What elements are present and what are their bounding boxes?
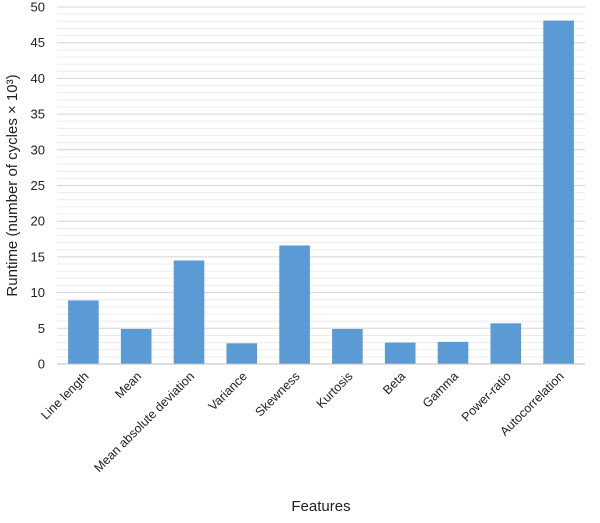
y-tick-labels: 0 5 10 15 20 25 30 35 40 45 50	[31, 0, 45, 372]
y-tick-label: 35	[31, 107, 45, 122]
x-axis-title: Features	[291, 498, 350, 515]
bar-kurtosis	[332, 329, 363, 364]
y-axis-title: Runtime (number of cycles × 10³)	[4, 74, 21, 296]
x-tick-label: Mean	[112, 369, 144, 401]
bar-mean	[120, 329, 152, 364]
x-tick-label: Gamma	[420, 369, 461, 410]
bar-power-ratio	[490, 323, 522, 364]
y-tick-label: 30	[31, 142, 45, 157]
x-tick-label: Skewness	[253, 369, 303, 419]
x-tick-label: Beta	[380, 369, 408, 397]
y-tick-label: 20	[31, 214, 45, 229]
x-tick-label: Mean absolute deviation	[91, 369, 197, 475]
bar-beta	[384, 342, 416, 364]
bar-autocorrelation	[543, 20, 574, 364]
bar-gamma	[437, 341, 469, 364]
bar-mean-absolute-deviation	[173, 260, 205, 364]
x-tick-label: Variance	[206, 369, 250, 413]
y-tick-label: 0	[38, 357, 45, 372]
x-tick-label: Power-ratio	[459, 369, 514, 424]
y-tick-label: 15	[31, 249, 45, 264]
y-tick-label: 50	[31, 0, 45, 15]
x-tick-label: Kurtosis	[314, 369, 356, 411]
y-tick-label: 10	[31, 285, 45, 300]
y-tick-label: 25	[31, 178, 45, 193]
gridlines	[57, 6, 585, 358]
bar-variance	[226, 343, 258, 364]
y-tick-label: 40	[31, 71, 45, 86]
y-tick-label: 5	[38, 321, 45, 336]
x-tick-label: Line length	[38, 369, 91, 422]
bar-line-length	[68, 300, 99, 364]
bars	[68, 20, 574, 364]
y-tick-label: 45	[31, 35, 45, 50]
bar-skewness	[279, 245, 310, 364]
